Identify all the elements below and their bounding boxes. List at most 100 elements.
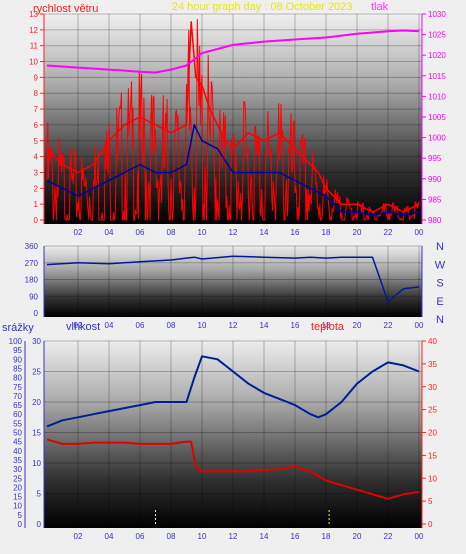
rain-y-tick-label: 55: [13, 419, 22, 428]
temperature-y-tick-label: 35: [428, 360, 437, 369]
wind-x-tick-label: 18: [322, 228, 331, 237]
compass-label: S: [436, 278, 443, 290]
humidity-y-tick-label: 25: [32, 368, 41, 377]
humidity-y-tick-label: 0: [37, 520, 42, 529]
wind-y-tick-label: 4: [34, 153, 39, 162]
direction-x-tick-label: 10: [198, 321, 207, 330]
rain-axis-title: srážky: [2, 322, 34, 334]
humidity-y-tick-label: 15: [32, 429, 41, 438]
temperature-axis-title: teplota: [311, 321, 345, 333]
rain-y-tick-label: 5: [18, 511, 23, 520]
temperature-series-line: [46, 438, 420, 500]
humidity-series-line: [46, 355, 420, 428]
wind-x-tick-label: 10: [198, 228, 207, 237]
rain-y-tick-label: 50: [13, 429, 22, 438]
temperature-y-tick-label: 15: [428, 451, 437, 460]
pressure-y-tick-label: 1010: [428, 92, 446, 101]
wind-x-tick-label: 14: [260, 228, 269, 237]
direction-x-tick-label: 20: [353, 321, 362, 330]
temperature-y-tick-label: 5: [428, 497, 433, 506]
direction-y-tick-label: 90: [29, 292, 38, 301]
humidity-y-tick-label: 30: [32, 337, 41, 346]
direction-x-tick-label: 18: [322, 321, 331, 330]
compass-label: N: [436, 241, 444, 253]
pressure-y-tick-label: 980: [428, 216, 442, 225]
compass-label: W: [435, 259, 446, 271]
humidity-x-tick-label: 10: [198, 532, 207, 541]
pressure-y-tick-label: 985: [428, 195, 442, 204]
direction-y-tick-label: 0: [34, 309, 39, 318]
rain-y-tick-label: 35: [13, 456, 22, 465]
rain-y-tick-label: 90: [13, 355, 22, 364]
compass-label: E: [436, 296, 443, 308]
direction-y-tick-label: 180: [25, 276, 39, 285]
wind-x-tick-label: 04: [105, 228, 114, 237]
humidity-y-tick-label: 10: [32, 459, 41, 468]
wind-panel: [44, 12, 422, 224]
rain-y-tick-label: 40: [13, 447, 22, 456]
direction-x-tick-label: 04: [105, 321, 114, 330]
pressure-series-line: [46, 29, 420, 74]
pressure-y-tick-label: 1025: [428, 31, 446, 40]
pressure-y-tick-label: 995: [428, 154, 442, 163]
humidity-x-tick-label: 16: [291, 532, 300, 541]
wind-series-line: [46, 21, 420, 213]
direction-y-tick-label: 360: [25, 242, 39, 251]
direction-series-line: [46, 255, 420, 303]
wind-y-tick-label: 2: [34, 184, 39, 193]
wind-y-tick-label: 3: [34, 168, 39, 177]
humidity-x-tick-label: 06: [136, 532, 145, 541]
pressure-axis-title: tlak: [371, 1, 389, 13]
direction-x-tick-label: 08: [167, 321, 176, 330]
wind-y-tick-label: 6: [34, 121, 39, 130]
compass-label: N: [436, 314, 444, 326]
direction-x-tick-label: 06: [136, 321, 145, 330]
wind-y-tick-label: 10: [29, 58, 38, 67]
temperature-y-tick-label: 40: [428, 337, 437, 346]
rain-y-tick-label: 15: [13, 493, 22, 502]
wind-axis-title: rychlost větru: [33, 3, 98, 15]
direction-x-tick-label: 12: [229, 321, 238, 330]
temperature-y-tick-label: 20: [428, 429, 437, 438]
humidity-x-tick-label: 00: [415, 532, 424, 541]
humidity-x-tick-label: 02: [74, 532, 83, 541]
temperature-y-tick-label: 25: [428, 406, 437, 415]
humidity-x-tick-label: 04: [105, 532, 114, 541]
wind-y-tick-label: 0: [34, 216, 39, 225]
rain-y-tick-label: 45: [13, 438, 22, 447]
humidity-y-tick-label: 5: [37, 490, 42, 499]
graph-title: 24 hour graph day : 08.October 2023: [172, 1, 352, 13]
direction-x-tick-label: 16: [291, 321, 300, 330]
humidity-x-tick-label: 20: [353, 532, 362, 541]
rain-y-tick-label: 25: [13, 474, 22, 483]
wind-y-tick-label: 5: [34, 137, 39, 146]
direction-x-tick-label: 00: [415, 321, 424, 330]
wind-y-tick-label: 8: [34, 89, 39, 98]
temperature-y-tick-label: 30: [428, 383, 437, 392]
wind-average-series-line: [46, 124, 420, 216]
pressure-y-tick-label: 1020: [428, 51, 446, 60]
wind-x-tick-label: 12: [229, 228, 238, 237]
temperature-y-tick-label: 10: [428, 474, 437, 483]
wind-y-tick-label: 7: [34, 105, 39, 114]
wind-x-tick-label: 20: [353, 228, 362, 237]
rain-y-tick-label: 0: [18, 520, 23, 529]
humidity-x-tick-label: 22: [384, 532, 393, 541]
rain-y-tick-label: 100: [9, 337, 23, 346]
humidity-x-tick-label: 14: [260, 532, 269, 541]
direction-x-tick-label: 14: [260, 321, 269, 330]
humidity-x-tick-label: 18: [322, 532, 331, 541]
direction-x-tick-label: 02: [74, 321, 83, 330]
rain-y-tick-label: 95: [13, 346, 22, 355]
rain-y-tick-label: 30: [13, 465, 22, 474]
wind-x-tick-label: 00: [415, 228, 424, 237]
wind-y-tick-label: 9: [34, 73, 39, 82]
direction-y-tick-label: 270: [25, 259, 39, 268]
rain-y-tick-label: 80: [13, 374, 22, 383]
wind-x-tick-label: 22: [384, 228, 393, 237]
wind-y-tick-label: 12: [29, 26, 38, 35]
rain-y-tick-label: 20: [13, 483, 22, 492]
pressure-y-tick-label: 1000: [428, 134, 446, 143]
